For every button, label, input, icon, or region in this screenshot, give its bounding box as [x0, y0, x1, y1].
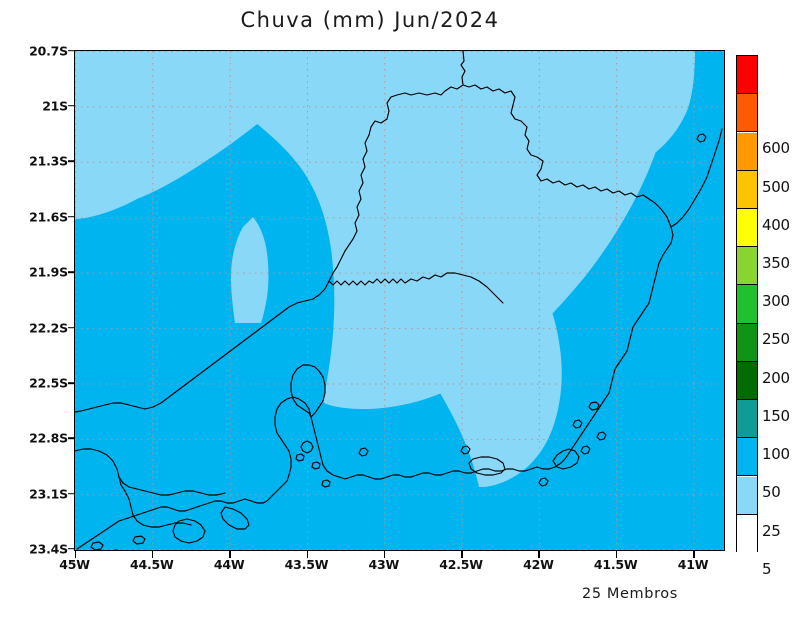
map-svg — [75, 51, 724, 550]
colorbar[interactable] — [736, 55, 758, 553]
colorbar-tick-label: 250 — [762, 330, 790, 349]
y-tick-label: 21.3S — [29, 153, 68, 169]
map-plot-area[interactable] — [74, 50, 725, 551]
colorbar-tick-label: 25 — [762, 521, 781, 540]
colorbar-band-250-300[interactable] — [737, 247, 757, 286]
y-tick-label: 23.1S — [29, 486, 68, 502]
y-tick-label: 21.6S — [29, 209, 68, 225]
colorbar-tick-label: 150 — [762, 406, 790, 425]
x-tick-label: 43W — [368, 557, 400, 572]
colorbar-tick-label: 350 — [762, 253, 790, 272]
precip-band-5-25-pocket — [231, 217, 269, 323]
colorbar-tick-label: 300 — [762, 292, 790, 311]
coastline-and-borders — [75, 51, 723, 550]
y-tick-label: 20.7S — [29, 43, 68, 58]
colorbar-band-25-50[interactable] — [737, 438, 757, 477]
x-tick-label: 42W — [523, 557, 554, 572]
colorbar-band-500-600[interactable] — [737, 94, 757, 133]
colorbar-band-5-25[interactable] — [737, 476, 757, 515]
y-tick-label: 22.5S — [29, 375, 68, 391]
map-gridlines — [75, 51, 724, 550]
x-tick-label: 45W — [59, 557, 90, 572]
colorbar-band-150-200[interactable] — [737, 323, 757, 362]
y-tick-label: 21.9S — [29, 264, 68, 280]
colorbar-tick-label: 100 — [762, 445, 790, 464]
colorbar-band-50-100[interactable] — [737, 400, 757, 439]
colorbar-band-200-250[interactable] — [737, 285, 757, 324]
x-tick-label: 42.5W — [439, 557, 483, 572]
colorbar-band-300-350[interactable] — [737, 208, 757, 248]
y-axis-labels: 20.7S 21S 21.3S 21.6S 21.9S 22.2S 22.5S … — [4, 43, 68, 556]
x-tick-label: 41W — [677, 557, 709, 572]
x-tick-label: 44.5W — [129, 557, 174, 572]
y-tick-label: 23.4S — [29, 541, 68, 556]
colorbar-tick-label: 400 — [762, 215, 790, 234]
colorbar-tick-label: 50 — [762, 483, 781, 502]
chart-title: Chuva (mm) Jun/2024 — [240, 8, 500, 32]
precip-band-5-25-offshore — [375, 255, 562, 487]
ensemble-members-note: 25 Membros — [582, 586, 678, 602]
y-tick-label: 22.8S — [29, 430, 68, 446]
colorbar-tick-label: 600 — [762, 139, 790, 158]
colorbar-tick-label: 500 — [762, 177, 790, 196]
colorbar-band-350-400[interactable] — [737, 170, 757, 209]
colorbar-band-0-5[interactable] — [737, 514, 757, 553]
colorbar-band-100-150[interactable] — [737, 361, 757, 401]
colorbar-band-600-700[interactable] — [737, 56, 757, 95]
y-tick-label: 21S — [42, 98, 68, 114]
x-axis-labels: 45W 44.5W 44W 43.5W 43W 42.5W 42W 41.5W … — [59, 557, 723, 577]
colorbar-band-400-500[interactable] — [737, 132, 757, 171]
x-tick-label: 41.5W — [593, 557, 638, 572]
x-tick-label: 43.5W — [284, 557, 329, 572]
y-tick-label: 22.2S — [29, 320, 68, 336]
colorbar-tick-label: 5 — [762, 559, 772, 578]
colorbar-tick-label: 200 — [762, 368, 790, 387]
precip-band-5-25-body — [185, 51, 675, 409]
x-tick-label: 44W — [213, 557, 245, 572]
